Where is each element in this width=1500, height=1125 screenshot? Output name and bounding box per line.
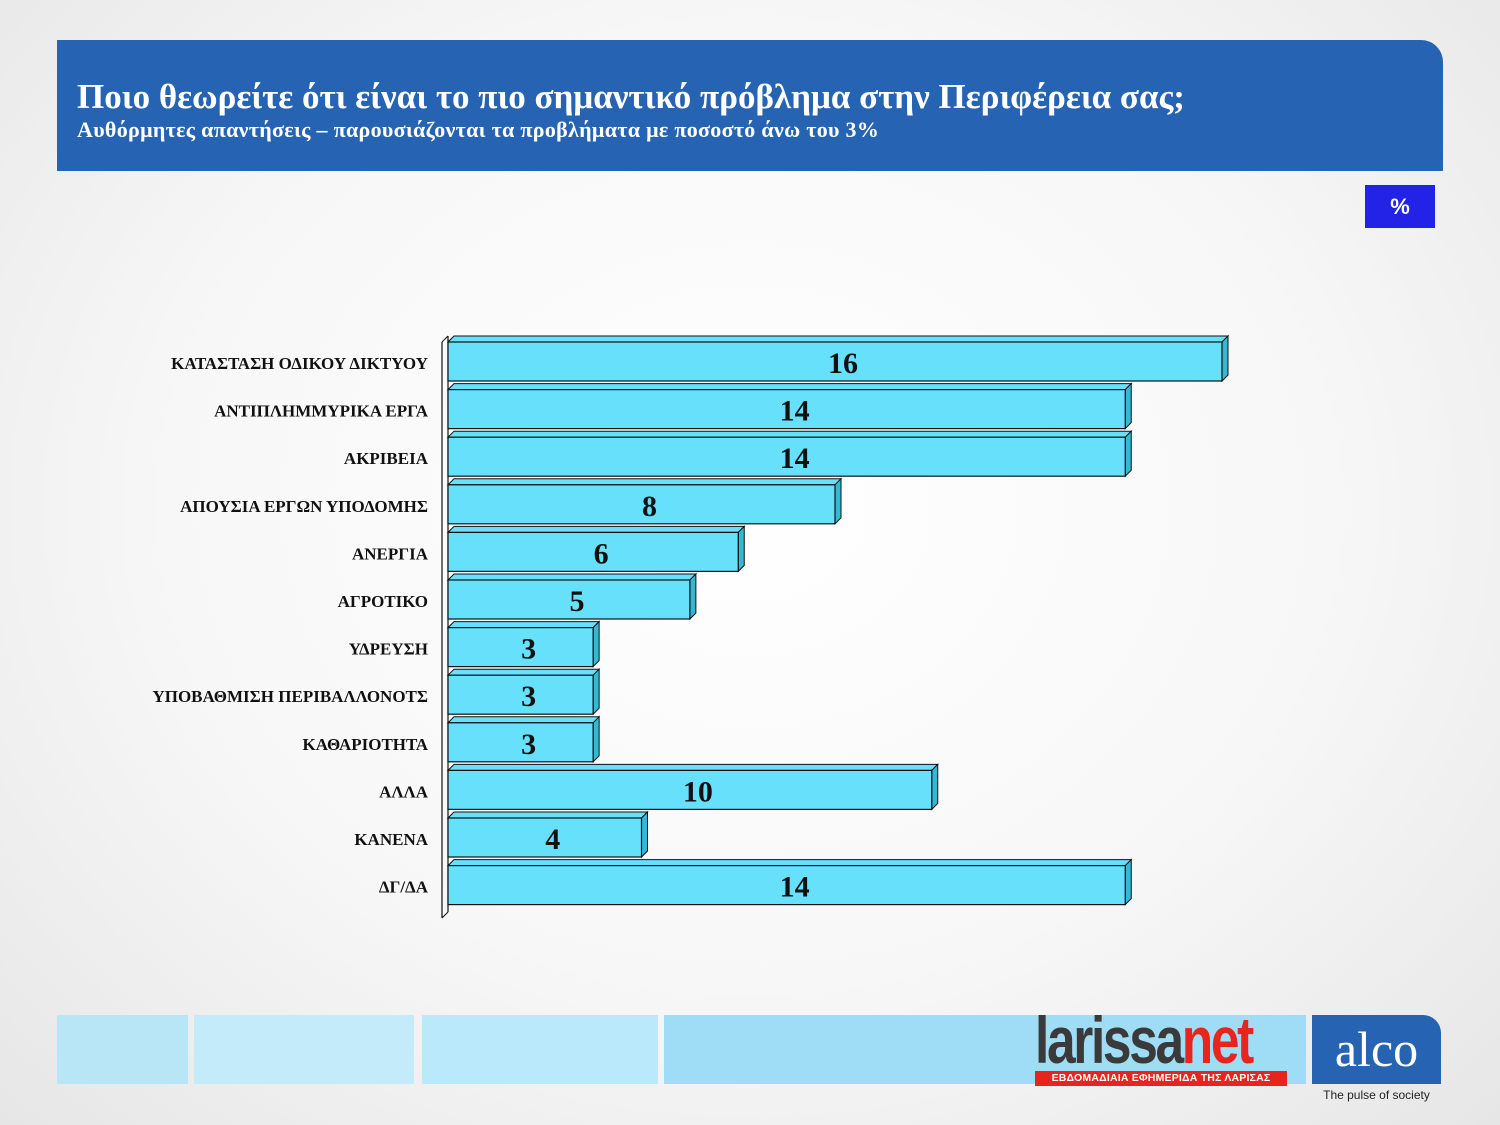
larissanet-logo: larissanet ΕΒΔΟΜΑΔΙΑΙΑ ΕΦΗΜΕΡΙΔΑ ΤΗΣ ΛΑΡ… xyxy=(1035,1007,1287,1086)
data-label: 16 xyxy=(828,347,858,380)
bar-side-face xyxy=(931,763,939,811)
bar-top-face xyxy=(446,430,1133,438)
larissanet-logo-part1: larissa xyxy=(1035,1003,1184,1077)
category-label: ΚΑΘΑΡΙΟΤΗΤΑ xyxy=(302,735,428,754)
category-label: ΑΝΕΡΓΙΑ xyxy=(352,544,429,563)
bar-side-face xyxy=(1124,429,1132,478)
bar-side-face xyxy=(592,667,600,716)
data-label: 3 xyxy=(521,633,536,666)
data-label: 10 xyxy=(683,775,713,808)
category-label: ΚΑΤΑΣΤΑΣΗ ΟΔΙΚΟΥ ΔΙΚΤΥΟΥ xyxy=(171,354,428,373)
footer-panel-3 xyxy=(422,1015,658,1084)
bar xyxy=(447,389,1126,430)
data-label: 3 xyxy=(521,728,536,761)
y-axis-top-edge xyxy=(441,335,449,343)
category-label: ΑΝΤΙΠΛΗΜΜΥΡΙΚΑ ΕΡΓΑ xyxy=(214,402,429,421)
category-label: ΔΓ/ΔΑ xyxy=(379,878,429,897)
bar xyxy=(447,341,1223,382)
data-label: 5 xyxy=(569,585,584,618)
alco-logo: alco xyxy=(1312,1015,1441,1084)
category-label: ΑΓΡΟΤΙΚΟ xyxy=(338,592,428,611)
data-label: 14 xyxy=(780,442,810,475)
bar-side-face xyxy=(592,715,600,764)
bar-side-face xyxy=(1221,334,1229,383)
bar xyxy=(447,436,1126,477)
footer-panel-1 xyxy=(57,1015,188,1084)
bar-top-face xyxy=(446,811,649,819)
bar xyxy=(447,722,594,763)
larissanet-logo-part2: net xyxy=(1181,1003,1255,1077)
category-label: ΥΠΟΒΑΘΜΙΣΗ ΠΕΡΙΒΑΛΛΟΝΟΤΣ xyxy=(152,687,428,706)
bar-top-face xyxy=(446,383,1133,391)
data-label: 14 xyxy=(780,871,810,904)
bar xyxy=(447,769,933,811)
bar xyxy=(447,817,643,858)
bar-side-face xyxy=(737,525,745,573)
page-title: Ποιο θεωρείτε ότι είναι το πιο σημαντικό… xyxy=(77,77,1185,116)
bar xyxy=(447,484,836,525)
data-label: 14 xyxy=(780,395,810,428)
data-label: 3 xyxy=(521,680,536,713)
bar-top-face xyxy=(446,573,698,581)
bar-side-face xyxy=(641,810,648,859)
bar xyxy=(447,579,691,620)
data-label: 4 xyxy=(545,823,560,856)
larissanet-tagline: ΕΒΔΟΜΑΔΙΑΙΑ ΕΦΗΜΕΡΙΔΑ ΤΗΣ ΛΑΡΙΣΑΣ xyxy=(1035,1071,1287,1086)
bar xyxy=(447,674,594,715)
footer-panel-2 xyxy=(194,1015,414,1084)
unit-badge: % xyxy=(1365,185,1435,228)
bar-side-face xyxy=(1124,858,1132,906)
data-label: 6 xyxy=(594,537,609,570)
category-label: ΑΛΛΑ xyxy=(379,782,429,801)
data-label: 8 xyxy=(642,490,657,523)
bar-top-face xyxy=(446,859,1133,867)
category-label: ΑΠΟΥΣΙΑ ΕΡΓΩΝ ΥΠΟΔΟΜΗΣ xyxy=(180,497,428,516)
bar-top-face xyxy=(446,478,843,486)
category-label: ΚΑΝΕΝΑ xyxy=(354,830,428,849)
page-subtitle: Αυθόρμητες απαντήσεις – παρουσιάζονται τ… xyxy=(77,117,880,142)
bar-chart: ΚΑΤΑΣΤΑΣΗ ΟΔΙΚΟΥ ΔΙΚΤΥΟΥ 16 ΑΝΤΙΠΛΗΜΜΥΡΙΚΑ… xyxy=(152,334,1230,919)
bar-side-face xyxy=(834,477,842,526)
bar-top-face xyxy=(446,763,939,771)
bar-top-face xyxy=(446,621,601,629)
category-label: ΑΚΡΙΒΕΙΑ xyxy=(344,449,429,468)
bar-side-face xyxy=(592,620,600,668)
bar xyxy=(447,531,739,573)
bar-top-face xyxy=(446,668,601,676)
bar xyxy=(447,864,1126,906)
bar-side-face xyxy=(689,572,697,621)
bar-top-face xyxy=(446,335,1230,343)
category-label: ΥΔΡΕΥΣΗ xyxy=(349,640,428,659)
bar-top-face xyxy=(446,525,746,533)
header-banner: Ποιο θεωρείτε ότι είναι το πιο σημαντικό… xyxy=(57,40,1443,171)
bar-top-face xyxy=(446,716,601,724)
alco-tagline: The pulse of society xyxy=(1323,1088,1430,1102)
y-axis-bottom-edge xyxy=(441,911,449,919)
bar-side-face xyxy=(1124,382,1132,430)
bar xyxy=(447,626,594,668)
